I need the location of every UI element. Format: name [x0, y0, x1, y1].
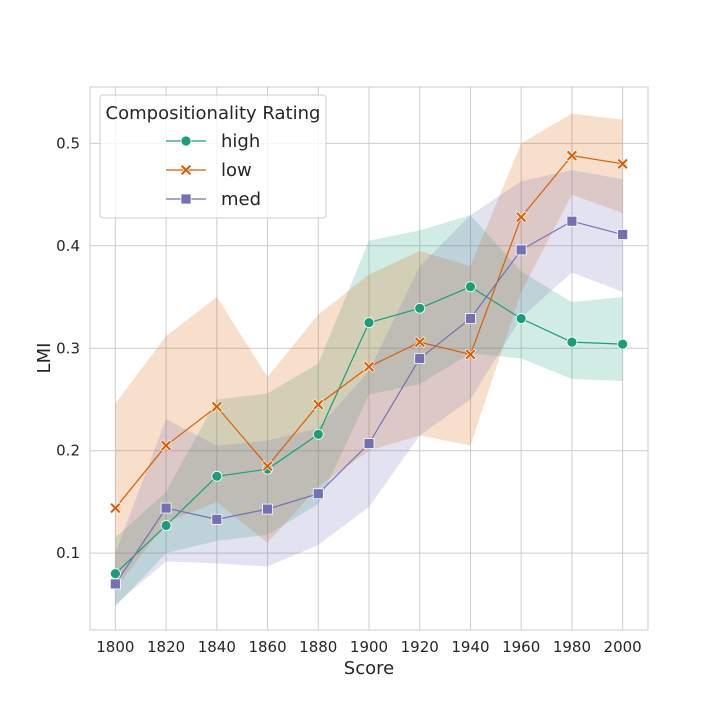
data-point-low — [261, 460, 274, 473]
legend-entries: high low med — [166, 131, 261, 210]
data-point-med — [312, 488, 324, 500]
y-tick-label: 0.2 — [56, 442, 80, 460]
data-point-med — [211, 513, 223, 525]
data-point-low — [160, 439, 173, 452]
data-point-med — [465, 313, 476, 324]
data-point-low — [565, 149, 578, 162]
x-tick-label: 1880 — [299, 638, 337, 656]
data-point-med — [109, 578, 121, 590]
x-tick-label: 2000 — [604, 638, 642, 656]
confidence-band-low — [115, 113, 623, 590]
data-point-high — [566, 336, 578, 348]
data-point-high — [160, 520, 172, 531]
legend-marker-high — [180, 135, 192, 147]
data-point-low — [210, 400, 223, 413]
x-tick-label: 1980 — [553, 638, 591, 656]
data-point-low — [312, 398, 325, 411]
data-point-med — [566, 215, 578, 227]
series-markers — [109, 149, 629, 590]
y-tick-label: 0.5 — [56, 134, 80, 152]
confidence-bands — [115, 113, 623, 607]
data-point-med — [617, 229, 629, 240]
y-tick-labels: 0.1 0.2 0.3 0.4 0.5 — [56, 134, 80, 562]
data-point-high — [312, 428, 324, 440]
legend-marker-low — [180, 164, 192, 176]
plot-area — [89, 86, 649, 631]
data-point-low — [363, 360, 375, 373]
data-point-high — [515, 313, 527, 324]
y-tick-label: 0.4 — [56, 237, 80, 255]
legend-label-high: high — [221, 131, 260, 152]
x-tick-label: 1900 — [350, 638, 388, 656]
y-tick-label: 0.1 — [56, 544, 80, 562]
x-tick-label: 1940 — [451, 638, 489, 656]
x-tick-label: 1800 — [96, 638, 134, 656]
x-tick-labels: 1800 1820 1840 1860 1880 1900 1920 1940 1960 1980… — [96, 638, 641, 656]
x-tick-label: 1860 — [248, 638, 286, 656]
y-tick-label: 0.3 — [56, 339, 80, 357]
legend-label-low: low — [221, 160, 252, 181]
data-point-high — [465, 281, 476, 293]
data-point-high — [211, 470, 223, 482]
legend-frame — [99, 94, 327, 219]
x-axis-label: Score — [344, 658, 394, 679]
legend: Compositionality Rating high low med — [99, 94, 327, 219]
data-point-high — [617, 338, 629, 350]
legend-title: Compositionality Rating — [106, 103, 321, 124]
data-point-med — [515, 244, 527, 256]
data-point-low — [109, 502, 122, 515]
x-tick-label: 1920 — [401, 638, 439, 656]
data-point-med — [414, 353, 426, 364]
legend-marker-med — [180, 193, 192, 205]
data-point-high — [109, 568, 121, 580]
data-point-med — [262, 503, 273, 515]
data-point-med — [160, 502, 172, 514]
data-point-low — [616, 157, 629, 170]
data-point-low — [464, 348, 477, 361]
data-point-high — [414, 302, 426, 314]
legend-label-med: med — [221, 189, 261, 210]
data-point-low — [515, 211, 528, 224]
y-axis-label: LMI — [34, 343, 55, 374]
x-tick-label: 1820 — [147, 638, 185, 656]
x-tick-label: 1960 — [502, 638, 540, 656]
data-point-high — [363, 317, 375, 329]
data-point-med — [363, 438, 375, 449]
confidence-band-high — [115, 215, 623, 607]
grid-lines — [90, 87, 648, 630]
confidence-band-med — [115, 169, 623, 605]
data-point-low — [413, 336, 426, 349]
x-tick-label: 1840 — [198, 638, 236, 656]
